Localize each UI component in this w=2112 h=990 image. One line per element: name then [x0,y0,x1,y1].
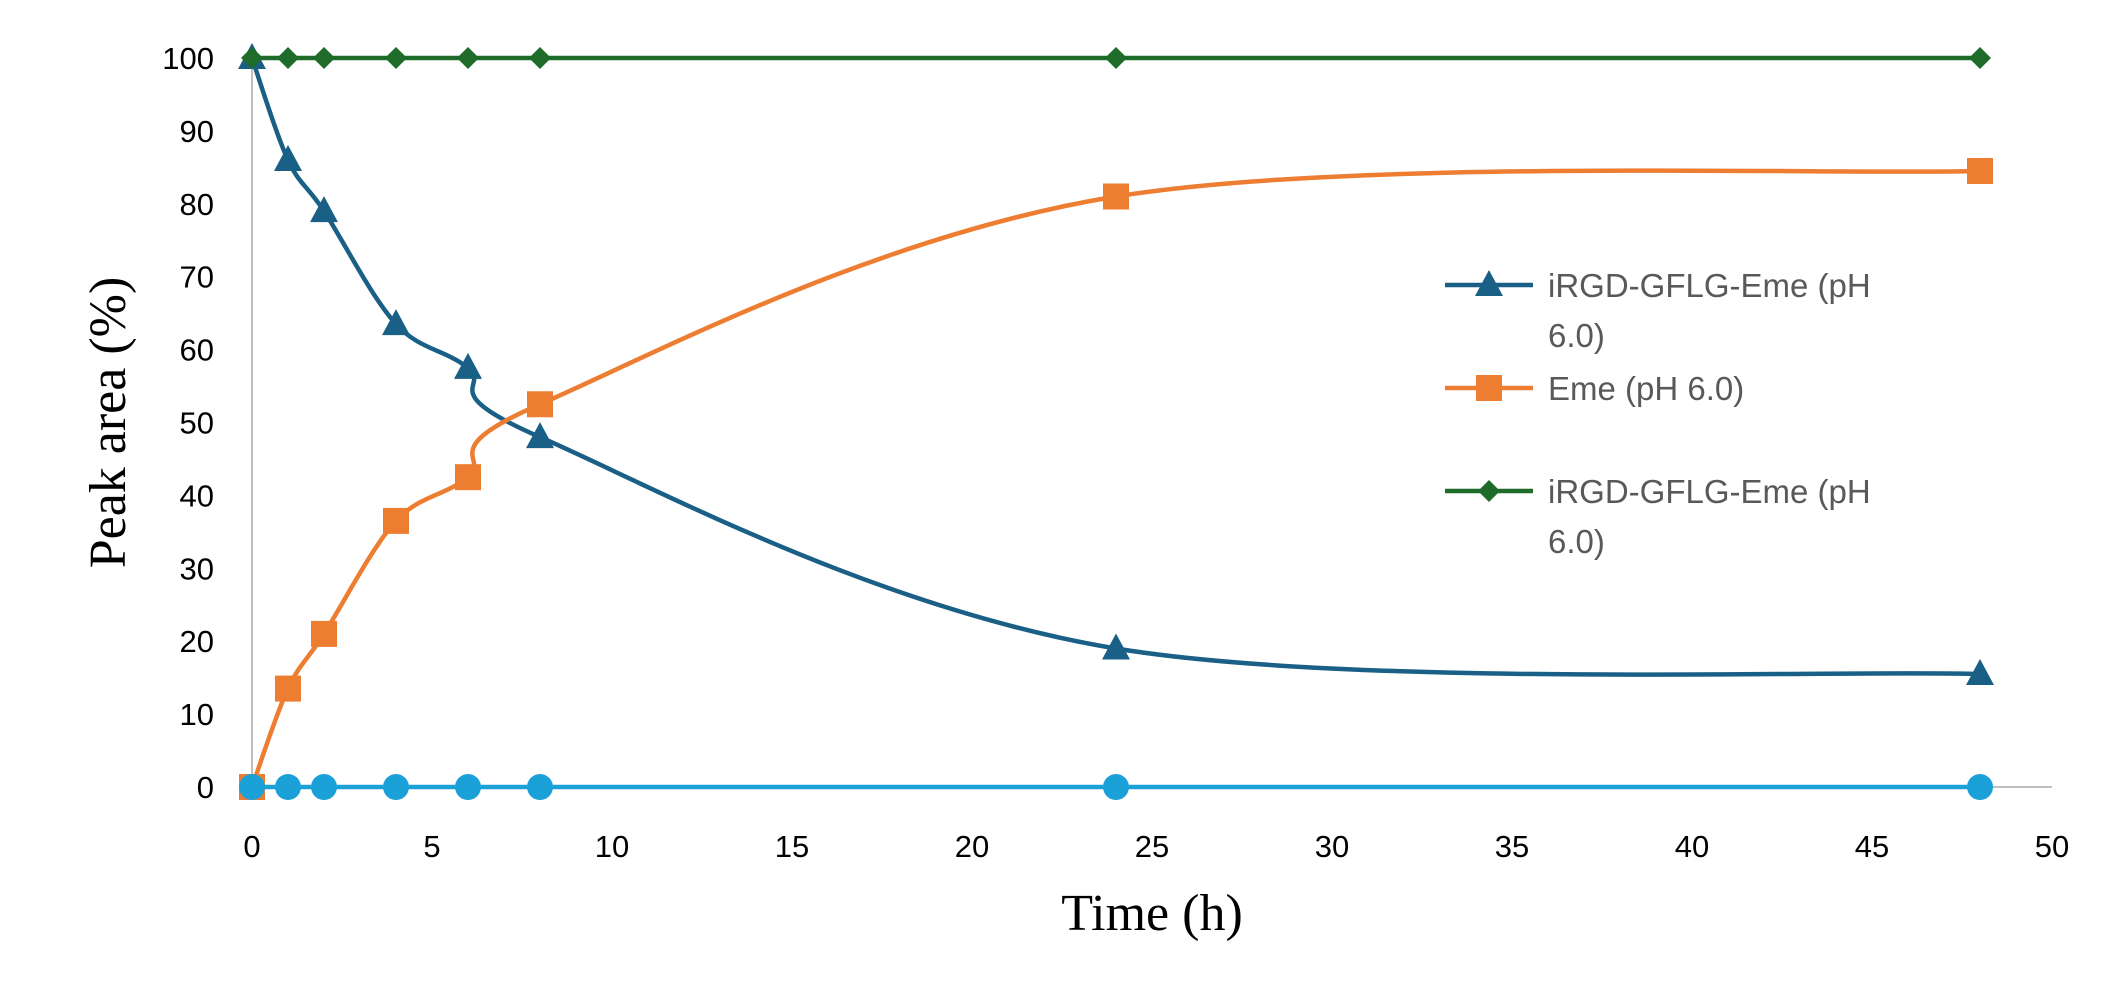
legend-label: 6.0) [1548,317,1605,354]
data-point [1102,633,1130,660]
x-tick-label: 5 [423,829,440,864]
data-point [311,774,337,800]
x-tick-label: 30 [1315,829,1349,864]
data-point [275,774,301,800]
data-point [385,47,407,69]
series-3 [241,47,1991,69]
data-point [526,422,554,449]
y-tick-label: 90 [180,114,214,149]
legend-item: Eme (pH 6.0) [1445,370,1744,407]
series-line [249,168,1981,788]
data-point [277,47,299,69]
y-tick-label: 30 [180,551,214,586]
data-point [311,620,337,647]
y-tick-label: 40 [180,478,214,513]
x-tick-label: 50 [2035,829,2069,864]
data-point [310,196,338,223]
data-point [383,507,409,534]
data-point [455,774,481,800]
x-tick-label: 45 [1855,829,1889,864]
series-layer [238,43,1994,800]
data-point [1967,774,1993,800]
data-point [1967,157,1993,184]
y-tick-label: 70 [180,260,214,295]
legend: iRGD-GFLG-Eme (pH 6.0) Eme (pH 6.0) iRGD-GF… [1445,267,1871,560]
series-line [249,57,1981,677]
series-4 [239,774,1993,800]
data-point [382,309,410,336]
legend-label: 6.0) [1548,523,1605,560]
data-point [527,391,553,418]
y-tick-label: 60 [180,333,214,368]
legend-item: iRGD-GFLG-Eme (pH 6.0) [1445,473,1871,560]
data-point [383,774,409,800]
x-tick-label: 0 [243,829,260,864]
data-point [455,464,481,491]
data-point [241,47,263,69]
y-tick-label: 100 [162,41,214,76]
data-point [529,47,551,69]
y-axis-title: Peak area (%) [80,277,137,569]
x-axis-title: Time (h) [1061,885,1243,942]
data-point [454,352,482,379]
y-tick-label: 10 [180,697,214,732]
legend-marker [1475,270,1503,296]
data-point [275,675,301,702]
data-point [1103,183,1129,210]
data-point [1966,659,1994,686]
x-tick-label: 10 [595,829,629,864]
data-point [527,774,553,800]
data-point [1105,47,1127,69]
series-1 [238,43,1994,686]
data-point [1969,47,1991,69]
y-tick-label: 20 [180,624,214,659]
x-tick-label: 15 [775,829,809,864]
legend-marker [1478,480,1500,502]
legend-label: iRGD-GFLG-Eme (pH [1548,473,1871,510]
legend-item: iRGD-GFLG-Eme (pH 6.0) [1445,267,1871,354]
x-tick-label: 40 [1675,829,1709,864]
legend-label: Eme (pH 6.0) [1548,370,1744,407]
y-tick-label: 50 [180,406,214,441]
data-point [1103,774,1129,800]
data-point [274,145,302,172]
axes: 0 5 10 15 20 25 30 35 40 45 50 0 10 20 30 40 50 60 70 80 90 1… [162,41,2069,864]
y-tick-label: 0 [197,770,214,805]
x-tick-label: 35 [1495,829,1529,864]
legend-label: iRGD-GFLG-Eme (pH [1548,267,1871,304]
y-tick-label: 80 [180,187,214,222]
data-point [457,47,479,69]
data-point [239,774,265,800]
data-point [313,47,335,69]
x-tick-label: 20 [955,829,989,864]
legend-marker [1476,375,1502,401]
x-tick-label: 25 [1135,829,1169,864]
